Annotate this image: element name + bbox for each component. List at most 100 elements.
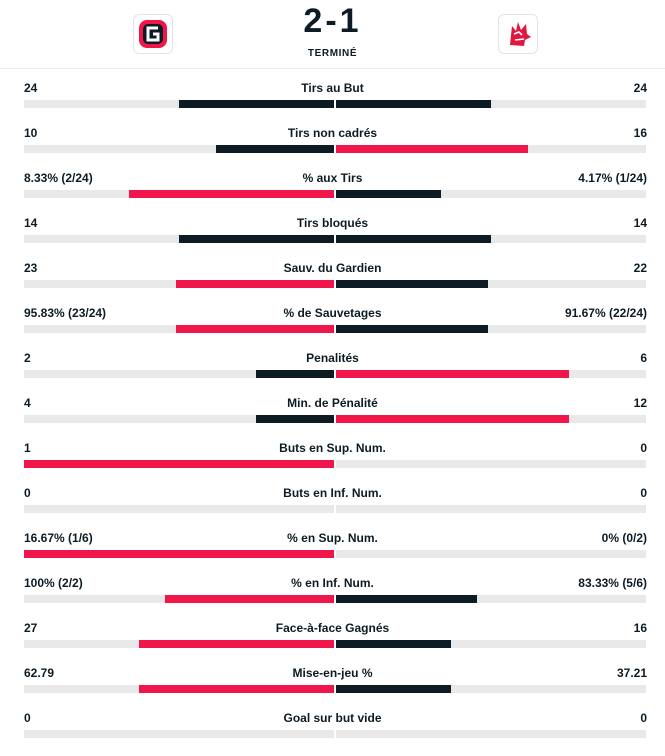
home-stat-bar-track <box>24 460 334 468</box>
away-stat-value: 37.21 <box>616 666 647 680</box>
match-score: 2-1 <box>303 2 362 40</box>
away-stat-bar-fill <box>336 640 451 648</box>
match-status: TERMINÉ <box>307 48 358 59</box>
home-stat-value: 1 <box>24 441 31 455</box>
home-stat-bar-track <box>24 145 334 153</box>
away-stat-value: 16 <box>633 621 647 635</box>
home-stat-value: 100% (2/2) <box>24 576 83 590</box>
away-stat-bar-fill <box>336 100 491 108</box>
away-stat-bar-track <box>336 595 646 603</box>
away-team-logo[interactable] <box>498 14 538 54</box>
away-stat-bar-fill <box>336 685 451 693</box>
stat-row: 14 Tirs bloqués 14 <box>0 204 665 249</box>
home-stat-bar-track <box>24 550 334 558</box>
away-stat-bar-track <box>336 685 646 693</box>
stat-label: % en Inf. Num. <box>291 576 374 590</box>
home-stat-bar-track <box>24 595 334 603</box>
home-stat-bar-fill <box>139 685 334 693</box>
home-stat-value: 2 <box>24 351 31 365</box>
away-stat-value: 12 <box>633 396 647 410</box>
stat-row: 0 Buts en Inf. Num. 0 <box>0 474 665 519</box>
fribourg-gotteron-logo-icon <box>139 20 167 48</box>
away-stat-value: 83.33% (5/6) <box>578 576 647 590</box>
stat-label: % aux Tirs <box>302 171 363 185</box>
away-stat-value: 14 <box>633 216 647 230</box>
away-stat-bar-track <box>336 325 646 333</box>
home-stat-bar-fill <box>139 640 334 648</box>
stat-row: 2 Penalités 6 <box>0 339 665 384</box>
home-stat-value: 23 <box>24 261 38 275</box>
stat-row: 1 Buts en Sup. Num. 0 <box>0 429 665 474</box>
away-stat-bar-track <box>336 235 646 243</box>
home-stat-bar-fill <box>176 280 334 288</box>
home-stat-bar-fill <box>216 145 334 153</box>
stat-label: % en Sup. Num. <box>287 531 378 545</box>
away-stat-value: 24 <box>633 81 647 95</box>
stat-label: Goal sur but vide <box>283 711 382 725</box>
home-stat-bar-track <box>24 415 334 423</box>
away-stat-bar-fill <box>336 325 488 333</box>
home-stat-value: 27 <box>24 621 38 635</box>
home-stat-value: 4 <box>24 396 31 410</box>
home-stat-bar-fill <box>256 370 334 378</box>
stat-label: Tirs non cadrés <box>287 126 378 140</box>
stat-label: Min. de Pénalité <box>287 396 378 410</box>
home-stat-value: 16.67% (1/6) <box>24 531 93 545</box>
away-stat-bar-track <box>336 370 646 378</box>
stat-row: 100% (2/2) % en Inf. Num. 83.33% (5/6) <box>0 564 665 609</box>
stat-row: 0 Goal sur but vide 0 <box>0 699 665 744</box>
home-stat-value: 8.33% (2/24) <box>24 171 93 185</box>
home-stat-value: 10 <box>24 126 38 140</box>
home-stat-bar-fill <box>129 190 334 198</box>
away-stat-bar-fill <box>336 235 491 243</box>
home-stat-value: 14 <box>24 216 38 230</box>
match-header: 2-1 TERMINÉ <box>0 0 665 69</box>
home-stat-bar-fill <box>165 595 334 603</box>
stat-row: 10 Tirs non cadrés 16 <box>0 114 665 159</box>
home-stat-value: 62.79 <box>24 666 55 680</box>
home-stat-bar-fill <box>24 460 334 468</box>
stats-list: 24 Tirs au But 24 10 Tirs non cadrés 16 8.33% … <box>0 69 665 744</box>
home-stat-value: 24 <box>24 81 38 95</box>
stat-row: 27 Face-à-face Gagnés 16 <box>0 609 665 654</box>
away-stat-bar-track <box>336 190 646 198</box>
away-stat-bar-track <box>336 505 646 513</box>
away-stat-bar-track <box>336 100 646 108</box>
away-stat-bar-fill <box>336 190 441 198</box>
stat-row: 8.33% (2/24) % aux Tirs 4.17% (1/24) <box>0 159 665 204</box>
home-team-logo[interactable] <box>133 14 173 54</box>
away-stat-bar-fill <box>336 145 528 153</box>
away-stat-value: 16 <box>633 126 647 140</box>
away-stat-value: 22 <box>633 261 647 275</box>
stat-row: 95.83% (23/24) % de Sauvetages 91.67% (22/… <box>0 294 665 339</box>
away-stat-bar-fill <box>336 595 477 603</box>
away-stat-bar-track <box>336 280 646 288</box>
home-stat-bar-track <box>24 190 334 198</box>
home-stat-bar-track <box>24 640 334 648</box>
home-stat-bar-track <box>24 100 334 108</box>
stat-row: 23 Sauv. du Gardien 22 <box>0 249 665 294</box>
home-stat-bar-track <box>24 685 334 693</box>
away-stat-bar-track <box>336 640 646 648</box>
stat-label: Face-à-face Gagnés <box>275 621 390 635</box>
home-stat-bar-fill <box>179 235 334 243</box>
away-stat-value: 0 <box>640 711 647 725</box>
stat-row: 24 Tirs au But 24 <box>0 69 665 114</box>
home-stat-bar-track <box>24 325 334 333</box>
away-stat-value: 0 <box>640 441 647 455</box>
home-stat-bar-fill <box>176 325 334 333</box>
stat-label: Mise-en-jeu % <box>292 666 373 680</box>
away-stat-bar-fill <box>336 370 569 378</box>
away-stat-bar-track <box>336 145 646 153</box>
away-stat-value: 6 <box>640 351 647 365</box>
stat-label: Buts en Inf. Num. <box>283 486 382 500</box>
home-stat-value: 0 <box>24 486 31 500</box>
away-stat-value: 91.67% (22/24) <box>564 306 647 320</box>
lausanne-hc-logo-icon <box>510 22 531 46</box>
stat-label: Penalités <box>306 351 359 365</box>
away-stat-value: 0 <box>640 486 647 500</box>
stat-label: Tirs bloqués <box>296 216 369 230</box>
home-stat-value: 0 <box>24 711 31 725</box>
away-stat-bar-track <box>336 460 646 468</box>
home-stat-value: 95.83% (23/24) <box>24 306 107 320</box>
